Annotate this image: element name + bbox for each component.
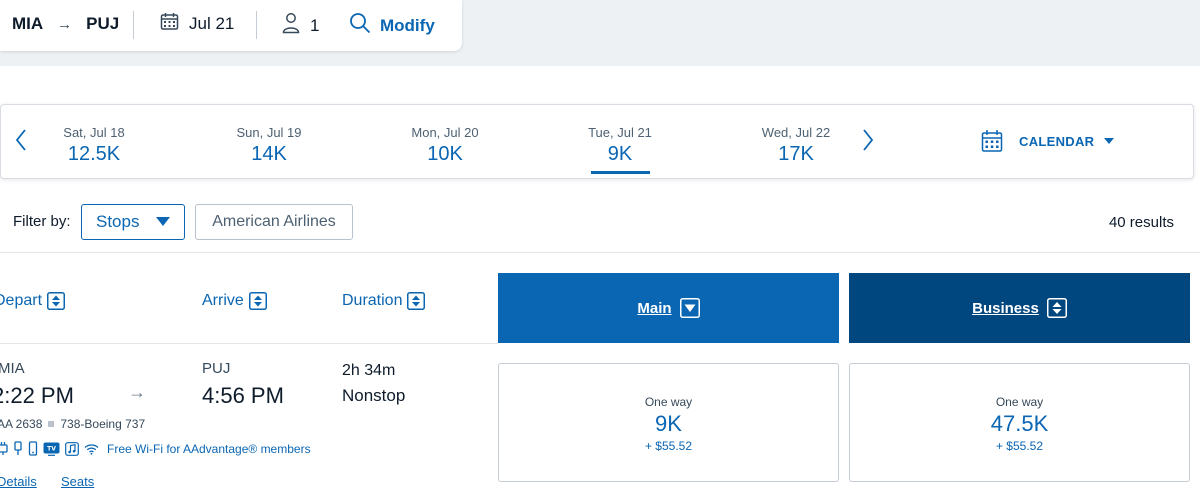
music-icon [65,441,79,456]
fare-taxes: + $55.52 [995,439,1044,453]
tv-icon: TV [43,442,60,456]
arrival-time: 4:56 PM [202,383,284,408]
sort-icon [248,292,267,310]
stops-filter-dropdown[interactable]: Stops [81,204,185,240]
cabin-business-label: Business [972,299,1039,317]
date-label: Sun, Jul 19 [236,125,302,140]
person-icon [282,12,300,39]
aircraft-type: 738-Boeing 737 [60,417,146,431]
date-option-mon-jul-20[interactable]: Mon, Jul 20 10K [385,125,505,166]
usb-power-icon [13,441,23,456]
date-price: 12.5K [67,143,121,165]
sort-icon [407,292,426,310]
divider [133,11,134,39]
caret-down-icon [679,298,700,318]
selected-date-indicator [591,171,650,174]
flight-origin-code: MIA [0,360,25,377]
mobile-device-icon [28,441,38,456]
cabin-business-sort-button[interactable]: Business [849,273,1190,343]
flight-destination-code: PUJ [202,360,231,377]
sort-duration-label: Duration [342,292,403,309]
seats-link[interactable]: Seats [61,474,95,489]
calendar-button[interactable]: CALENDAR [981,129,1115,153]
date-label: Mon, Jul 20 [411,125,479,140]
wifi-text: Free Wi-Fi for AAdvantage® members [107,441,311,456]
sort-arrive-button[interactable]: Arrive [202,292,267,310]
sort-depart-label: Depart [0,292,43,309]
date-label: Sat, Jul 18 [63,125,125,140]
cabin-main-sort-button[interactable]: Main [498,273,839,343]
sort-icon [47,292,66,310]
arrow-right-icon: → [128,382,146,402]
search-icon [349,12,371,39]
calendar-label: CALENDAR [1019,133,1095,149]
wifi-icon [84,443,99,455]
modify-label: Modify [380,15,435,35]
fare-miles: 47.5K [990,411,1049,436]
results-count: 40 results [1108,214,1174,231]
business-fare-button[interactable]: One way 47.5K + $55.52 [849,363,1190,482]
travel-date-text: Jul 21 [189,14,235,33]
chevron-right-icon [863,129,874,151]
divider [0,252,1200,253]
date-option-sun-jul-19[interactable]: Sun, Jul 19 14K [209,125,329,166]
date-selector: Sat, Jul 18 12.5K Sun, Jul 19 14K Mon, J… [0,104,1194,179]
sort-depart-button[interactable]: Depart [0,292,66,310]
separator-dot [48,421,55,427]
arrow-right-icon: → [57,15,73,33]
fare-type: One way [644,395,693,409]
next-dates-button[interactable] [856,125,880,155]
date-price: 10K [427,143,463,165]
calendar-icon [160,12,179,36]
divider [256,11,257,39]
travel-date: Jul 21 [160,12,234,36]
svg-text:TV: TV [47,445,56,452]
flight-number: AA 2638 [0,417,43,431]
fare-taxes: + $55.52 [644,439,693,453]
date-option-sat-jul-18[interactable]: Sat, Jul 18 12.5K [34,125,154,166]
departure-time: 2:22 PM [0,383,74,408]
sort-icon [1046,298,1067,318]
calendar-icon [981,130,1003,152]
stops-filter-label: Stops [96,212,140,231]
filter-by-label: Filter by: [13,213,71,230]
date-label: Wed, Jul 22 [761,125,831,140]
search-summary-card: MIA → PUJ Jul 21 1 Modify [0,0,462,51]
date-option-wed-jul-22[interactable]: Wed, Jul 22 17K [736,125,856,166]
fare-miles: 9K [655,411,682,436]
passenger-count-text: 1 [310,15,320,35]
main-fare-button[interactable]: One way 9K + $55.52 [498,363,839,482]
caret-down-icon [1104,137,1115,144]
sort-arrive-label: Arrive [202,292,244,309]
passenger-count: 1 [282,12,319,39]
flight-details-link[interactable]: Details [0,474,37,489]
caret-down-icon [156,217,170,226]
date-option-tue-jul-21[interactable]: Tue, Jul 21 9K [560,125,680,166]
destination-code: PUJ [86,14,120,33]
date-price: 9K [607,143,633,165]
date-price: 14K [251,143,287,165]
origin-code: MIA [12,14,44,33]
fare-type: One way [995,395,1044,409]
amenities: TV Free Wi-Fi for AAdvantage® members [0,441,311,456]
divider [0,343,498,344]
power-outlet-icon [0,441,8,456]
modify-search-button[interactable]: Modify [349,12,435,39]
chevron-left-icon [15,129,26,151]
route: MIA → PUJ [12,14,119,34]
flight-duration: 2h 34m [342,362,396,379]
date-price: 17K [778,143,814,165]
cabin-main-label: Main [637,299,672,317]
sort-duration-button[interactable]: Duration [342,292,426,310]
previous-dates-button[interactable] [9,125,33,155]
flight-stops: Nonstop [342,386,406,405]
date-label: Tue, Jul 21 [588,125,652,140]
airline-filter-label: American Airlines [212,213,336,230]
airline-filter-button[interactable]: American Airlines [195,204,353,240]
flight-info: AA 2638 738-Boeing 737 [0,417,145,431]
